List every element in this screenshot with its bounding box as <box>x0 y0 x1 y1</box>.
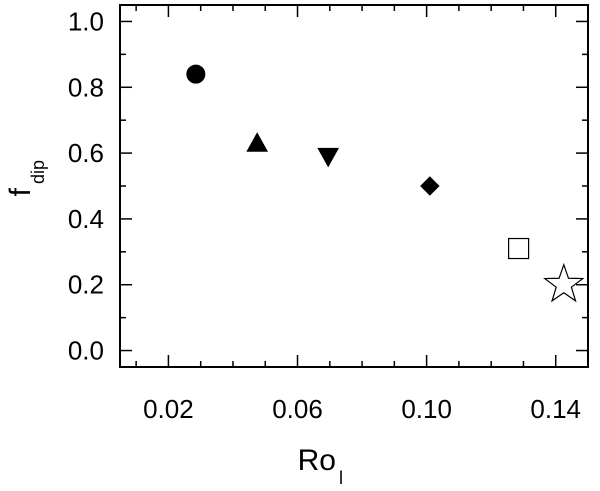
x-axis-label-subscript: l <box>339 468 343 488</box>
y-tick-label: 0.0 <box>68 336 104 366</box>
point-triangle-down <box>317 147 340 168</box>
y-axis-label-subscript: dip <box>28 160 48 184</box>
y-axis-label-group: f dip <box>4 160 48 196</box>
point-star <box>543 262 585 303</box>
y-tick-label: 1.0 <box>68 6 104 36</box>
x-axis-label: Ro <box>298 444 336 477</box>
plot-frame <box>119 4 589 368</box>
axis-ticks <box>120 5 589 367</box>
y-axis-label: f <box>4 187 37 196</box>
point-diamond <box>420 176 440 196</box>
point-circle <box>186 64 206 84</box>
point-square <box>508 237 530 260</box>
y-tick-label: 0.8 <box>68 72 104 102</box>
data-points <box>186 64 585 303</box>
x-tick-label: 0.02 <box>143 394 194 424</box>
x-tick-label: 0.10 <box>401 394 452 424</box>
point-triangle-up <box>246 132 269 152</box>
x-tick-label: 0.14 <box>530 394 581 424</box>
x-tick-label: 0.06 <box>272 394 323 424</box>
y-tick-label: 0.2 <box>68 270 104 300</box>
y-tick-label: 0.4 <box>68 204 104 234</box>
tick-labels: 0.02 0.06 0.10 0.14 0.0 0.2 0.4 0.6 0.8 1.0 <box>68 6 581 424</box>
y-tick-label: 0.6 <box>68 138 104 168</box>
